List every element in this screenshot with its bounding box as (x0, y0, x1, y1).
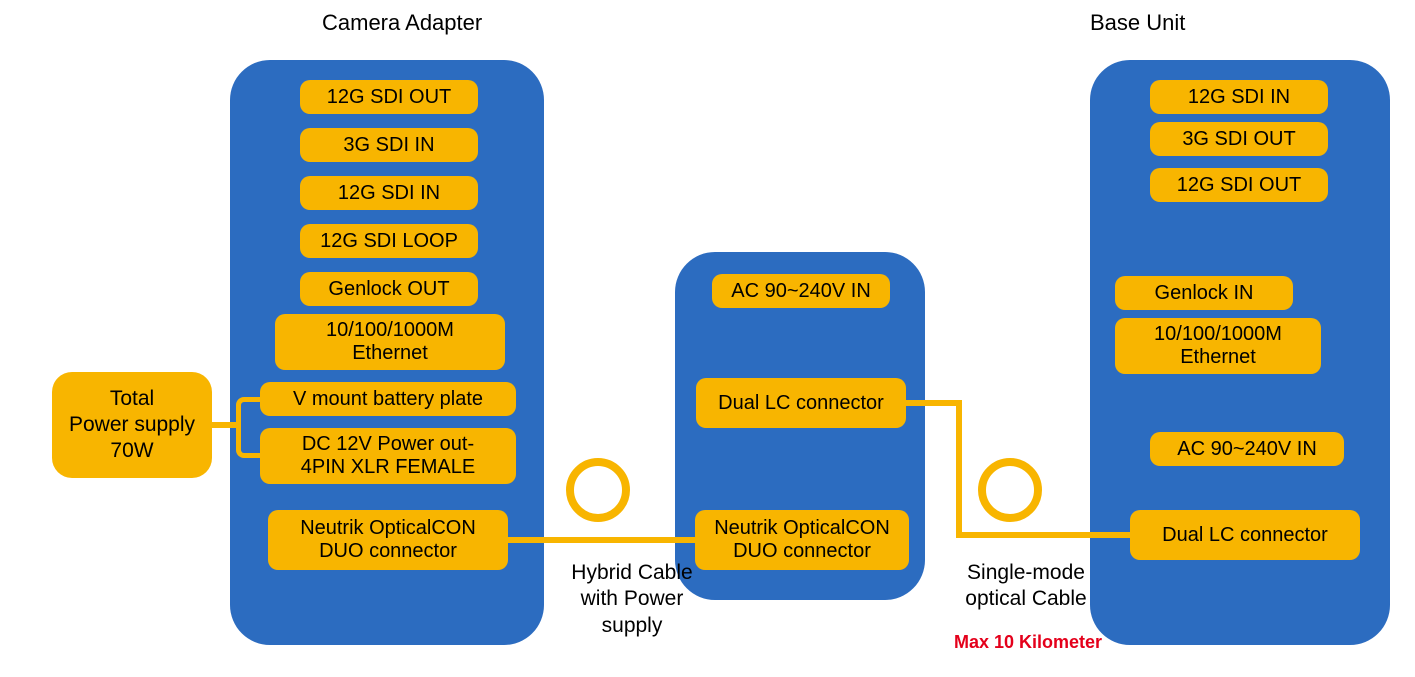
base-chip-b6: AC 90~240V IN (1150, 432, 1344, 466)
camera-chip-c8: DC 12V Power out-4PIN XLR FEMALE (260, 428, 516, 484)
max-distance-label: Max 10 Kilometer (954, 632, 1102, 653)
camera-chip-c1: 12G SDI OUT (300, 80, 478, 114)
power-supply-box: TotalPower supply70W (52, 372, 212, 478)
camera-chip-c6: 10/100/1000MEthernet (275, 314, 505, 370)
camera-adapter-title: Camera Adapter (322, 10, 482, 36)
camera-chip-c2: 3G SDI IN (300, 128, 478, 162)
hybrid-cable-label: Hybrid Cablewith Powersupply (557, 560, 707, 639)
base-unit-title: Base Unit (1090, 10, 1185, 36)
middle-chip-m2: Dual LC connector (696, 378, 906, 428)
optical-cable-line-b (956, 400, 962, 538)
optical-cable-line-a (906, 400, 962, 406)
optical-cable-line-d (1004, 532, 1130, 538)
hybrid-cable-loop-icon (566, 458, 630, 522)
base-chip-b2: 3G SDI OUT (1150, 122, 1328, 156)
base-chip-b1: 12G SDI IN (1150, 80, 1328, 114)
optical-cable-loop-icon (978, 458, 1042, 522)
camera-chip-c3: 12G SDI IN (300, 176, 478, 210)
power-connector-line (212, 422, 236, 428)
hybrid-cable-line-right (592, 537, 695, 543)
base-chip-b5: 10/100/1000MEthernet (1115, 318, 1321, 374)
camera-chip-c7: V mount battery plate (260, 382, 516, 416)
base-chip-b4: Genlock IN (1115, 276, 1293, 310)
camera-chip-c9: Neutrik OpticalCONDUO connector (268, 510, 508, 570)
base-chip-b3: 12G SDI OUT (1150, 168, 1328, 202)
middle-chip-m1: AC 90~240V IN (712, 274, 890, 308)
optical-cable-label: Single-modeoptical Cable (946, 560, 1106, 613)
hybrid-cable-line-left (508, 537, 604, 543)
power-bracket (236, 397, 262, 458)
base-chip-b7: Dual LC connector (1130, 510, 1360, 560)
camera-chip-c4: 12G SDI LOOP (300, 224, 478, 258)
camera-chip-c5: Genlock OUT (300, 272, 478, 306)
middle-chip-m3: Neutrik OpticalCONDUO connector (695, 510, 909, 570)
